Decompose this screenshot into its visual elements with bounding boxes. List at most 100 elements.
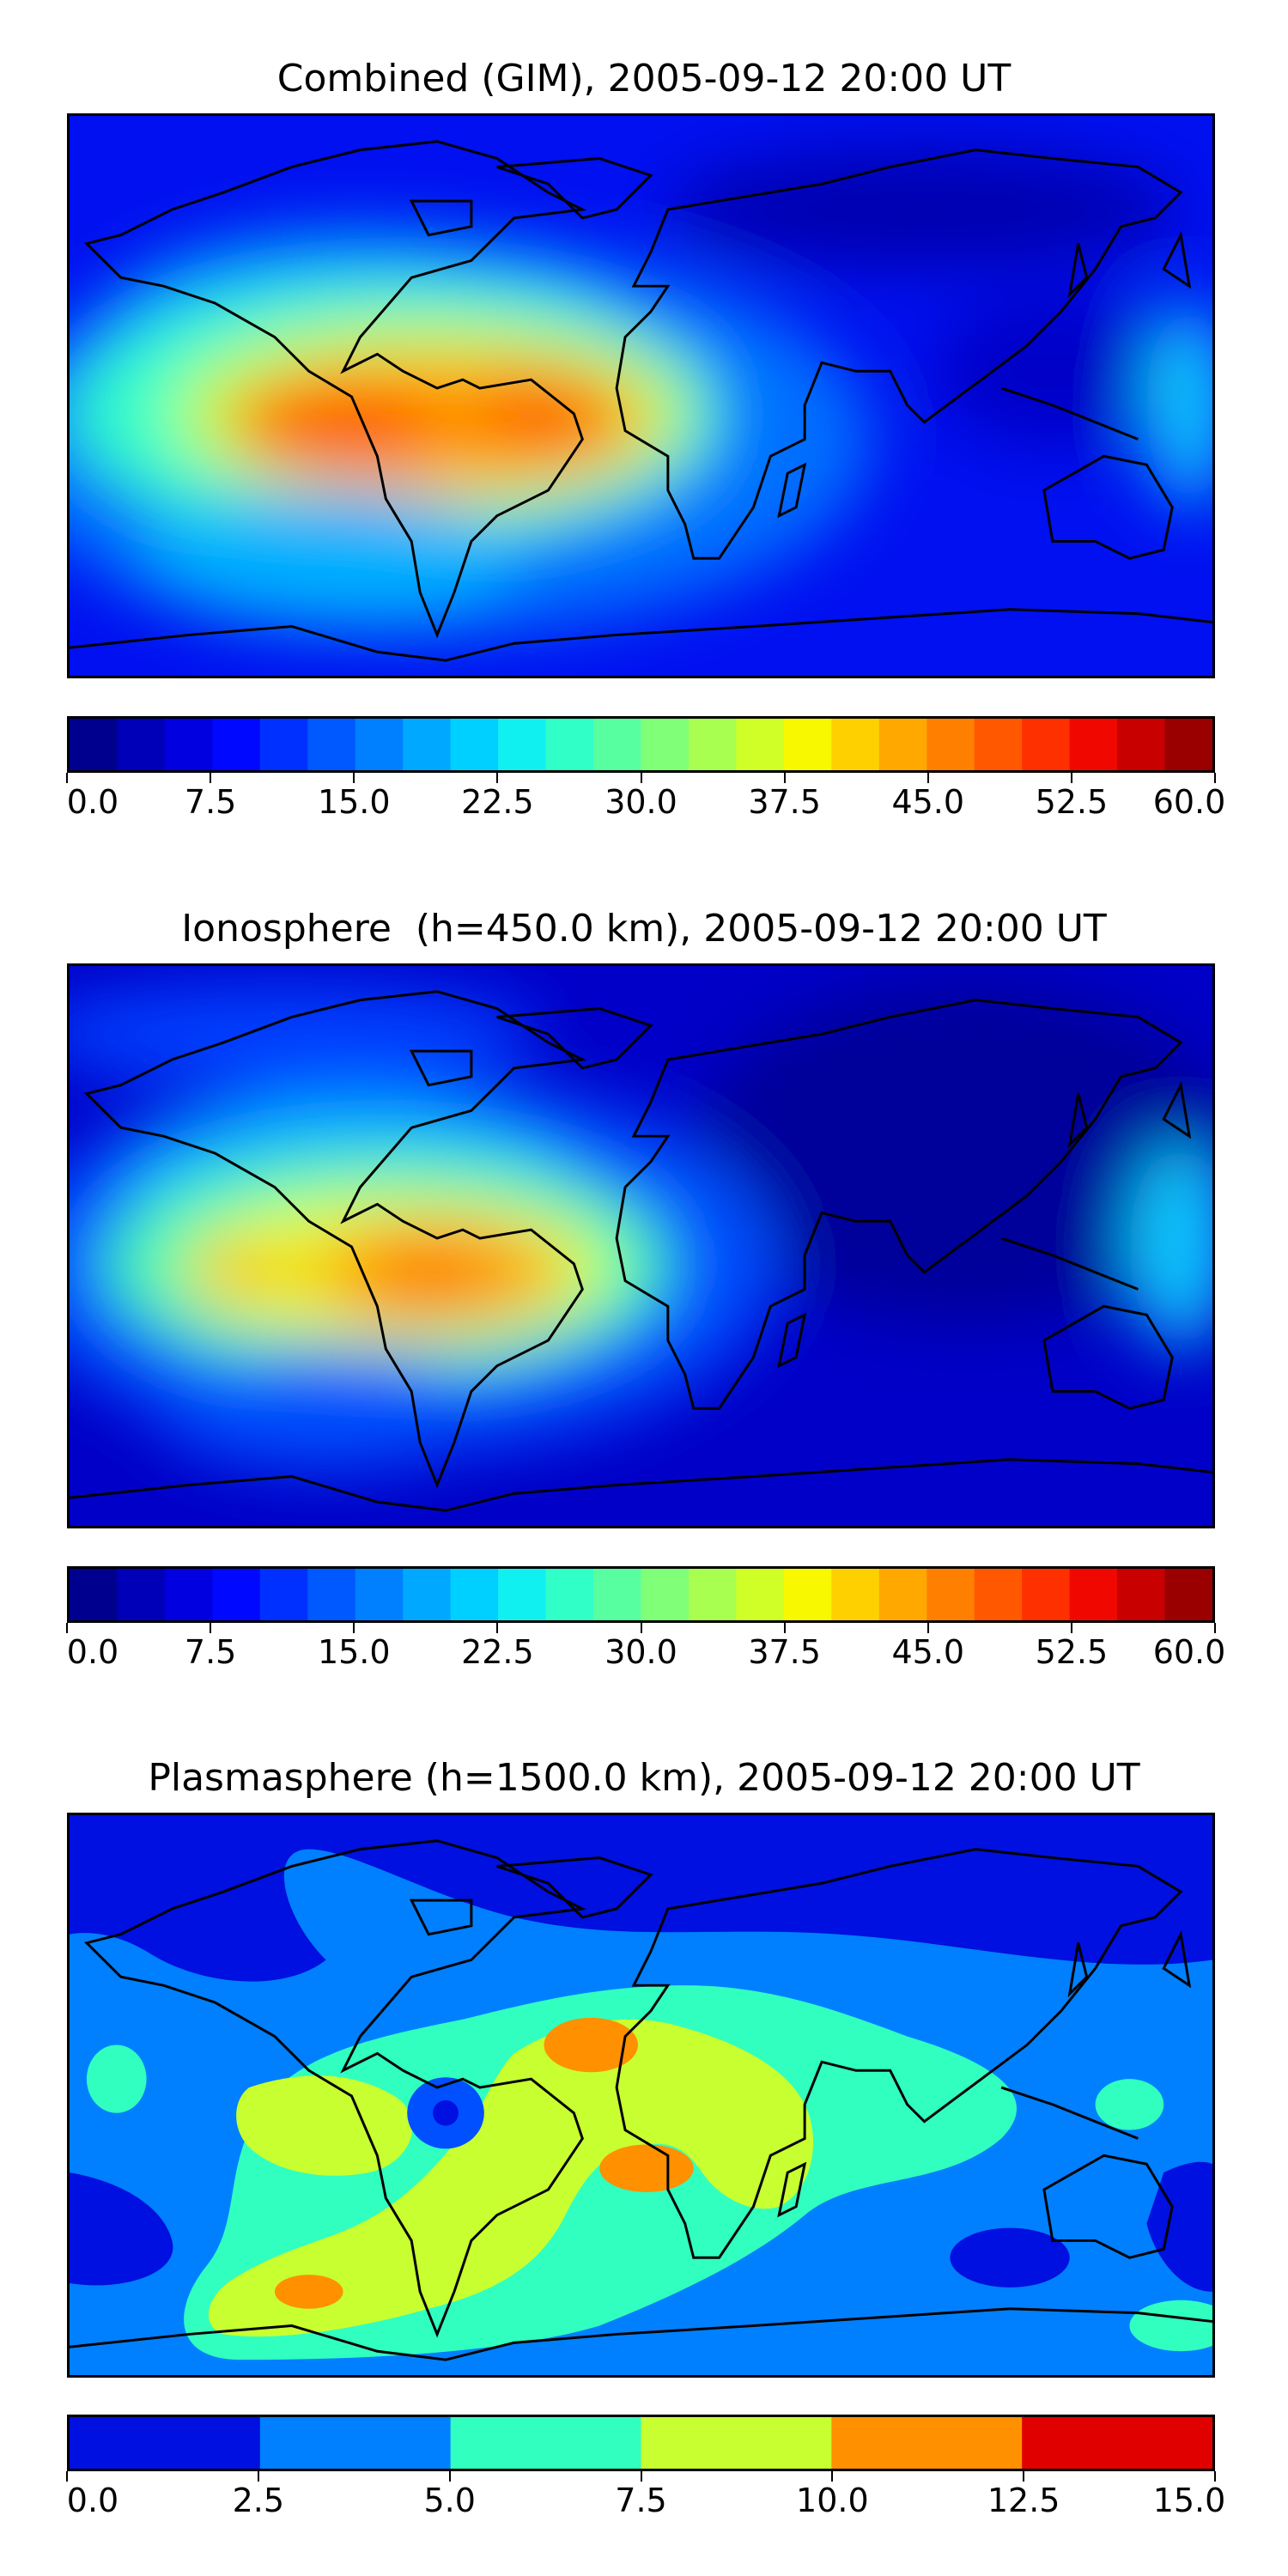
colorbar-tick-label: 52.5 <box>1035 1633 1109 1671</box>
colorbar-swatch <box>831 1569 880 1620</box>
tec-map-ionosphere <box>67 963 1215 1528</box>
colorbar-swatch <box>641 2417 832 2469</box>
colorbar-swatch <box>878 719 927 770</box>
colorbar-swatch <box>498 719 547 770</box>
colorbar-swatch <box>783 1569 832 1620</box>
colorbar-plasmasphere-swatches <box>70 2417 1212 2469</box>
colorbar-swatch <box>1117 719 1166 770</box>
colorbar-tick-label: 7.5 <box>184 783 237 821</box>
colorbar-tick-label: 0.0 <box>66 783 119 821</box>
colorbar-swatch <box>259 719 308 770</box>
colorbar-tick-mark <box>353 1623 355 1633</box>
colorbar-swatch <box>783 719 832 770</box>
tec-map-combined <box>67 113 1215 678</box>
colorbar-swatch <box>355 719 404 770</box>
panel-title-ionosphere: Ionosphere (h=450.0 km), 2005-09-12 20:0… <box>181 907 1107 951</box>
colorbar-swatch <box>831 2417 1023 2469</box>
colorbar-swatch <box>117 719 166 770</box>
colorbar-tick-label: 15.0 <box>1152 2482 1226 2519</box>
colorbar-tick-label: 22.5 <box>461 1633 534 1671</box>
colorbar-tick-mark <box>1070 773 1072 783</box>
colorbar-swatch <box>736 1569 785 1620</box>
colorbar-swatch <box>974 719 1023 770</box>
colorbar-swatch <box>212 1569 261 1620</box>
colorbar-tick-mark <box>640 2471 642 2482</box>
colorbar-swatch <box>307 1569 356 1620</box>
colorbar-tick-label: 30.0 <box>605 783 677 821</box>
colorbar-tick-label: 15.0 <box>317 783 391 821</box>
colorbar-tick-mark <box>1070 1623 1072 1633</box>
colorbar-swatch <box>450 2417 642 2469</box>
colorbar-swatch <box>403 1569 452 1620</box>
colorbar-tick-mark <box>831 2471 834 2482</box>
colorbar-tick-mark <box>783 1623 786 1633</box>
colorbar-tick-label: 15.0 <box>317 1633 391 1671</box>
colorbar-swatch <box>831 719 880 770</box>
colorbar-swatch <box>736 719 785 770</box>
colorbar-swatch <box>70 2417 261 2469</box>
colorbar-tick-label: 37.5 <box>748 783 821 821</box>
colorbar-ionosphere-ticks: 0.0 7.5 15.0 22.5 30.0 37.5 45.0 52.5 60.0 <box>66 1623 1225 1674</box>
colorbar-swatch <box>164 1569 213 1620</box>
colorbar-tick-mark <box>640 1623 642 1633</box>
colorbar-tick-label: 60.0 <box>1152 1633 1226 1671</box>
colorbar-tick-label: 30.0 <box>605 1633 677 1671</box>
panel-title-plasmasphere: Plasmasphere (h=1500.0 km), 2005-09-12 2… <box>148 1756 1140 1800</box>
colorbar-swatch <box>355 1569 404 1620</box>
colorbar-combined <box>67 716 1215 773</box>
colorbar-swatch <box>593 719 642 770</box>
colorbar-tick-mark <box>927 1623 929 1633</box>
colorbar-tick-label: 10.0 <box>796 2482 869 2519</box>
colorbar-swatch <box>450 1569 499 1620</box>
colorbar-swatch <box>593 1569 642 1620</box>
colorbar-swatch <box>688 719 738 770</box>
colorbar-swatch <box>259 2417 452 2469</box>
colorbar-tick-label: 2.5 <box>232 2482 285 2519</box>
colorbar-tick-mark <box>927 773 929 783</box>
colorbar-plasmasphere-ticks: 0.0 2.5 5.0 7.5 10.0 12.5 15.0 <box>66 2471 1225 2523</box>
colorbar-tick-label: 12.5 <box>987 2482 1060 2519</box>
colorbar-tick-mark <box>448 2471 451 2482</box>
colorbar-tick-mark <box>353 773 355 783</box>
colorbar-ionosphere-swatches <box>70 1569 1212 1620</box>
colorbar-tick-mark <box>496 1623 499 1633</box>
colorbar-swatch <box>641 719 690 770</box>
tec-map-plasmasphere <box>67 1813 1215 2378</box>
colorbar-tick-mark <box>210 1623 212 1633</box>
colorbar-swatch <box>641 1569 690 1620</box>
colorbar-tick-label: 7.5 <box>615 2482 667 2519</box>
colorbar-tick-mark <box>66 1623 68 1633</box>
colorbar-tick-label: 45.0 <box>891 783 965 821</box>
colorbar-swatch <box>212 719 261 770</box>
colorbar-tick-label: 52.5 <box>1035 783 1109 821</box>
colorbar-swatch <box>1164 719 1212 770</box>
coastlines <box>70 140 1212 662</box>
colorbar-swatch <box>927 1569 975 1620</box>
colorbar-tick-mark <box>1214 1623 1216 1633</box>
colorbar-swatch <box>878 1569 927 1620</box>
colorbar-tick-label: 60.0 <box>1152 783 1226 821</box>
colorbar-tick-label: 0.0 <box>66 2482 119 2519</box>
colorbar-swatch <box>1022 719 1071 770</box>
colorbar-swatch <box>1069 1569 1118 1620</box>
panel-title-combined: Combined (GIM), 2005-09-12 20:00 UT <box>276 57 1012 100</box>
colorbar-tick-mark <box>640 773 642 783</box>
colorbar-swatch <box>498 1569 547 1620</box>
colorbar-swatch <box>117 1569 166 1620</box>
colorbar-swatch <box>545 1569 594 1620</box>
colorbar-swatch <box>70 1569 118 1620</box>
colorbar-swatch <box>164 719 213 770</box>
colorbar-swatch <box>927 719 975 770</box>
colorbar-tick-mark <box>66 773 68 783</box>
colorbar-tick-mark <box>783 773 786 783</box>
colorbar-tick-mark <box>66 2471 68 2482</box>
colorbar-swatch <box>259 1569 308 1620</box>
colorbar-swatch <box>1022 1569 1071 1620</box>
colorbar-swatch <box>1022 2417 1212 2469</box>
colorbar-swatch <box>545 719 594 770</box>
colorbar-swatch <box>1069 719 1118 770</box>
colorbar-tick-label: 37.5 <box>748 1633 821 1671</box>
colorbar-combined-swatches <box>70 719 1212 770</box>
colorbar-tick-mark <box>210 773 212 783</box>
colorbar-tick-mark <box>1023 2471 1025 2482</box>
